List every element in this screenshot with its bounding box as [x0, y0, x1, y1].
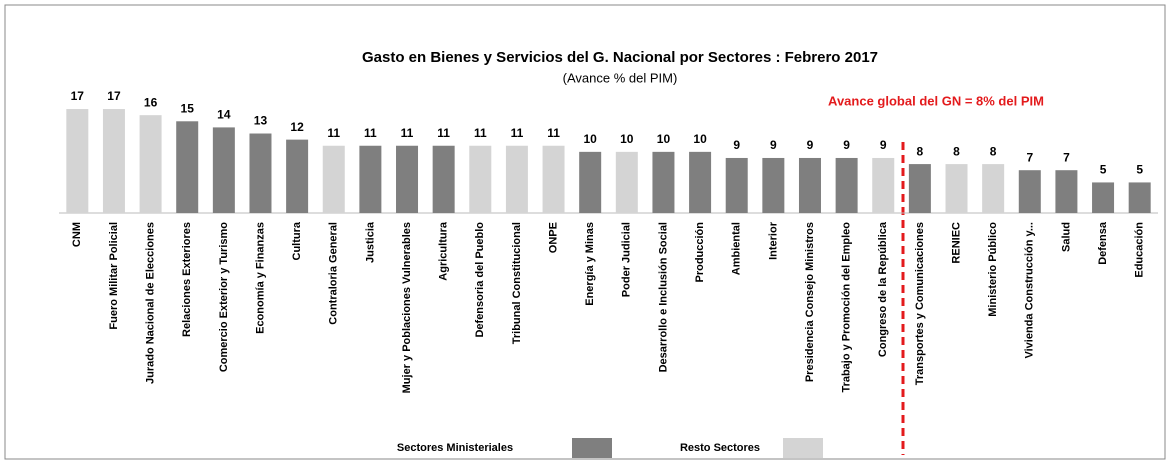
bar	[396, 145, 419, 213]
value-label: 11	[364, 126, 377, 140]
x-tick-label: CNM	[71, 222, 83, 247]
x-tick-label: Economía y Finanzas	[254, 222, 266, 334]
value-label: 7	[1026, 150, 1033, 164]
x-tick-label: Contraloria General	[328, 222, 340, 325]
x-tick-label: ONPE	[547, 222, 559, 253]
value-label: 15	[181, 101, 195, 115]
x-tick-label: Desarrollo e Inclusión Social	[657, 222, 669, 372]
bar	[1092, 182, 1115, 213]
bar	[835, 157, 858, 213]
x-tick-label: Defensoria del Pueblo	[474, 222, 486, 338]
bar	[249, 133, 272, 213]
bar	[725, 157, 748, 213]
bar	[982, 164, 1005, 213]
value-label: 9	[880, 138, 887, 152]
x-tick-label: RENIEC	[950, 222, 962, 264]
value-label: 5	[1100, 163, 1107, 177]
value-label: 8	[917, 144, 924, 158]
chart-title: Gasto en Bienes y Servicios del G. Nacio…	[362, 49, 878, 66]
value-label: 17	[107, 89, 121, 103]
x-tick-label: Ambiental	[731, 222, 743, 275]
bar	[1055, 170, 1078, 213]
bar	[945, 164, 968, 213]
value-label: 11	[511, 126, 524, 140]
value-label: 10	[693, 132, 707, 146]
x-tick-label: Vivienda Construcción y...	[1024, 222, 1036, 359]
x-tick-label: Justicia	[364, 221, 376, 263]
bar	[66, 109, 89, 213]
x-tick-label: Interior	[767, 221, 779, 260]
bar	[579, 151, 602, 213]
legend-label: Sectores Ministeriales	[397, 442, 513, 454]
value-label: 5	[1136, 163, 1143, 177]
x-tick-label: Comercio Exterior y Turismo	[218, 222, 230, 372]
value-label: 11	[547, 126, 560, 140]
value-label: 10	[620, 132, 634, 146]
x-tick-label: Transportes y Comunicaciones	[914, 222, 926, 385]
x-tick-label: Relaciones Exteriores	[181, 222, 193, 337]
value-label: 9	[770, 138, 777, 152]
value-label: 16	[144, 95, 158, 109]
value-label: 14	[217, 108, 231, 122]
bar	[432, 145, 455, 213]
legend-swatch	[783, 438, 823, 458]
x-tick-label: Tribunal Constitucional	[511, 222, 523, 344]
bar	[505, 145, 528, 213]
bar	[689, 151, 712, 213]
bar	[798, 157, 821, 213]
x-tick-label: Agricultura	[438, 221, 450, 281]
x-tick-label: Cultura	[291, 221, 303, 260]
bar	[1128, 182, 1151, 213]
chart-subtitle: (Avance % del PIM)	[563, 70, 678, 85]
bar	[359, 145, 382, 213]
value-label: 8	[990, 144, 997, 158]
bar	[286, 139, 309, 213]
bar	[139, 115, 162, 213]
value-label: 9	[807, 138, 814, 152]
bar	[542, 145, 565, 213]
x-tick-label: Trabajo y Promoción del Empleo	[841, 222, 853, 393]
bar	[212, 127, 235, 213]
x-tick-label: Salud	[1060, 222, 1072, 252]
value-label: 10	[584, 132, 598, 146]
value-label: 11	[327, 126, 340, 140]
x-tick-label: Producción	[694, 222, 706, 283]
bar	[322, 145, 345, 213]
value-label: 10	[657, 132, 671, 146]
bar	[908, 164, 931, 213]
bar	[615, 151, 638, 213]
bar	[762, 157, 785, 213]
value-label: 9	[733, 138, 740, 152]
value-label: 11	[437, 126, 450, 140]
bar	[872, 157, 895, 213]
value-label: 17	[71, 89, 85, 103]
legend-swatch	[572, 438, 612, 458]
annotation: Avance global del GN = 8% del PIM	[828, 93, 1044, 108]
bar	[102, 109, 125, 213]
value-label: 7	[1063, 150, 1070, 164]
x-tick-label: Educación	[1134, 222, 1146, 278]
x-tick-label: Energía y Minas	[584, 222, 596, 306]
x-tick-label: Fuero Militar Policial	[108, 222, 120, 330]
x-tick-label: Jurado Nacional de Elecciones	[144, 222, 156, 384]
bar	[176, 121, 199, 213]
value-label: 11	[474, 126, 487, 140]
x-tick-label: Ministerio Público	[987, 222, 999, 317]
x-tick-label: Poder Judicial	[621, 222, 633, 297]
chart-frame	[4, 4, 1166, 460]
x-tick-label: Congreso de la República	[877, 221, 889, 357]
bar	[1018, 170, 1041, 213]
bar	[652, 151, 675, 213]
x-tick-label: Defensa	[1097, 221, 1109, 265]
legend-label: Resto Sectores	[680, 442, 760, 454]
value-label: 9	[843, 138, 850, 152]
x-tick-label: Mujer y Poblaciones Vulnerables	[401, 222, 413, 393]
value-label: 13	[254, 114, 268, 128]
value-label: 12	[290, 120, 304, 134]
value-label: 11	[401, 126, 414, 140]
bar	[469, 145, 492, 213]
value-label: 8	[953, 144, 960, 158]
x-tick-label: Presidencia Consejo Ministros	[804, 222, 816, 382]
